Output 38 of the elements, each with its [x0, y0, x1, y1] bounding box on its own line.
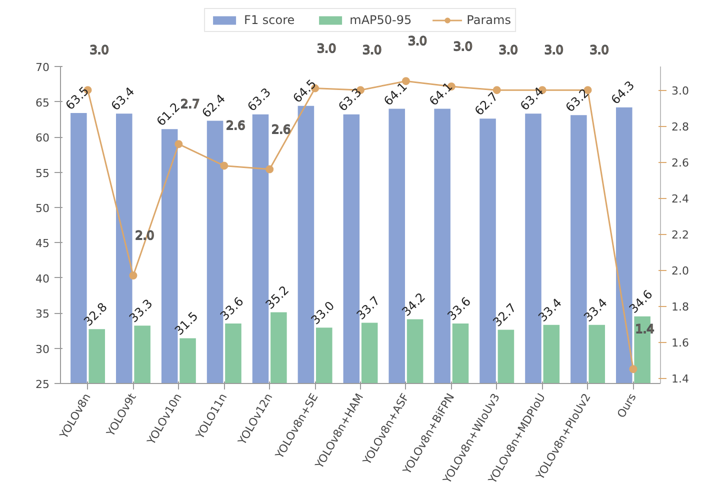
y2-tick-label: 2.0	[672, 264, 689, 278]
data-label: 3.0	[590, 43, 609, 58]
y-tick-label: 40	[36, 272, 50, 286]
point	[174, 140, 183, 148]
y2-tick-label: 3.0	[672, 84, 689, 98]
data-label: 3.0	[544, 43, 564, 58]
y-tick-label: 55	[36, 166, 50, 180]
data-label: 2.6	[226, 118, 246, 133]
y2-tick-label: 1.8	[672, 300, 689, 314]
y-tick-label: 50	[36, 202, 50, 215]
y-tick-label: 25	[36, 378, 50, 391]
data-label: 3.0	[453, 39, 473, 54]
point	[266, 165, 274, 174]
y-tick-label: 60	[36, 132, 50, 145]
data-label: 2.6	[272, 122, 291, 136]
y-tick-label: 30	[36, 342, 50, 356]
data-label: 2.7	[180, 97, 200, 112]
y-tick-label: 35	[36, 308, 50, 321]
data-label: 3.0	[90, 43, 109, 58]
data-label: 3.0	[408, 34, 428, 48]
y-tick-label: 70	[36, 61, 50, 74]
y2-tick-label: 2.2	[672, 228, 689, 242]
y2-tick-label: 2.4	[672, 192, 689, 206]
legend-label: F1 score	[244, 13, 295, 27]
y2-tick-label: 1.4	[672, 372, 689, 386]
y-tick-label: 65	[36, 96, 50, 110]
y2-tick-label: 2.8	[672, 120, 689, 134]
data-label: 3.0	[362, 43, 382, 58]
data-label: 3.0	[317, 41, 336, 56]
point	[220, 162, 228, 170]
y2-tick-label: 2.6	[672, 156, 689, 170]
y2-tick-label: 1.6	[672, 336, 689, 350]
point	[129, 272, 138, 280]
point	[629, 365, 638, 374]
y-tick-label: 45	[36, 237, 50, 250]
legend-label: mAP50-95	[350, 13, 412, 27]
data-label: 3.0	[498, 43, 518, 58]
legend-label: Params	[466, 13, 511, 27]
